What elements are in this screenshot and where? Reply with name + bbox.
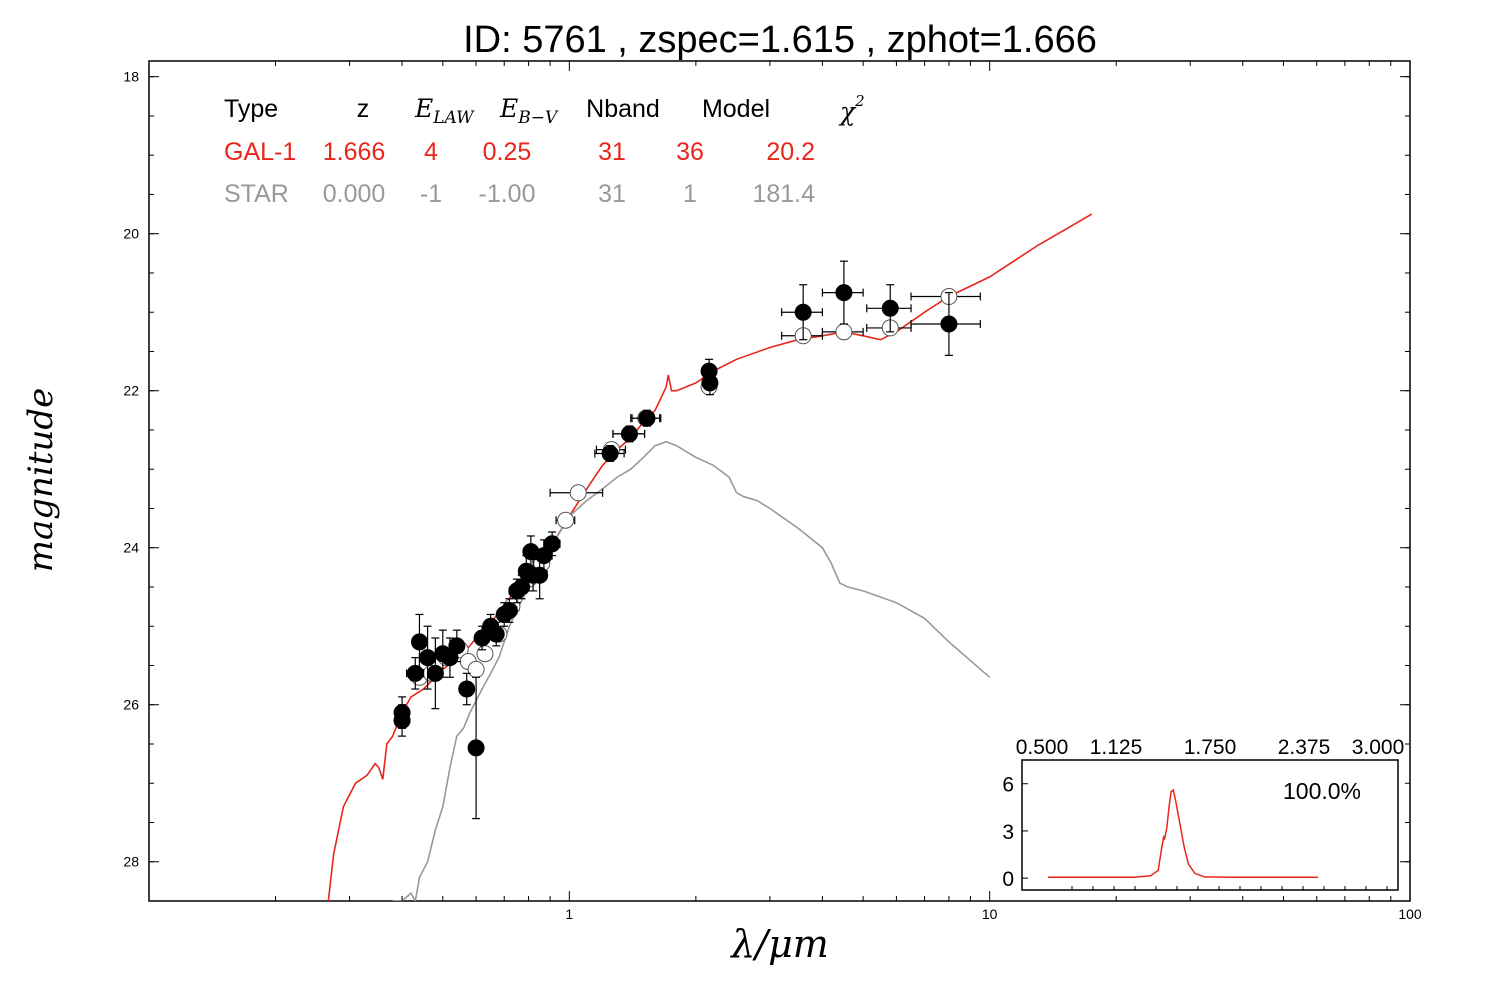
elaw-sub: LAW xyxy=(432,108,475,128)
observed-point xyxy=(835,284,853,302)
model-point xyxy=(476,645,494,663)
inset-axis-ticks: 0.500 1.125 1.750 2.375 3.000 0 3 6 xyxy=(1002,736,1404,891)
table-header-nband: Nband xyxy=(586,95,660,123)
observed-point xyxy=(500,602,518,620)
inset-x-tick-label: 2.375 xyxy=(1278,736,1331,759)
main-plot-frame xyxy=(148,60,1411,902)
observed-point xyxy=(701,374,719,392)
y-tick-label: 18 xyxy=(123,69,139,85)
x-tick-label: 10 xyxy=(982,906,998,922)
table-header-z: z xyxy=(357,95,370,123)
table-cell-model: 36 xyxy=(676,138,704,166)
inset-frame xyxy=(1021,759,1399,891)
table-cell-elaw: 4 xyxy=(424,138,438,166)
ebv-sub: B−V xyxy=(517,108,559,128)
x-tick-label: 100 xyxy=(1398,906,1422,922)
table-cell-z: 1.666 xyxy=(323,138,386,166)
fit-summary-table: Type z ELAW EB−V Nband Model χ2 GAL-1 1.6… xyxy=(224,92,865,208)
observed-point xyxy=(426,664,444,682)
table-cell-type: STAR xyxy=(224,180,289,208)
series-line-gal-1 xyxy=(327,213,1093,901)
chi-main: χ xyxy=(838,97,857,126)
chi-sup: 2 xyxy=(854,92,865,110)
y-tick-label: 20 xyxy=(123,226,139,242)
pdz-inset: 0.500 1.125 1.750 2.375 3.000 0 3 6 100.0% xyxy=(1002,736,1404,891)
table-cell-ebv: -1.00 xyxy=(479,180,536,208)
inset-y-tick-label: 0 xyxy=(1002,868,1014,891)
table-header-ebv: EB−V xyxy=(499,94,559,128)
inset-x-tick-label: 1.750 xyxy=(1184,736,1237,759)
inset-x-tick-label: 3.000 xyxy=(1352,736,1405,759)
ebv-main: E xyxy=(499,94,518,123)
inset-x-tick-label: 1.125 xyxy=(1090,736,1143,759)
observed-point xyxy=(393,711,411,729)
y-tick-label: 28 xyxy=(123,854,139,870)
elaw-main: E xyxy=(414,94,433,123)
observed-point xyxy=(794,303,812,321)
model-point xyxy=(569,484,587,502)
observed-point xyxy=(419,649,437,667)
chart-title: ID: 5761 , zspec=1.615 , zphot=1.666 xyxy=(463,19,1097,61)
table-cell-elaw: -1 xyxy=(420,180,442,208)
table-cell-chi2: 181.4 xyxy=(752,180,815,208)
main-plot-area xyxy=(327,213,1093,901)
table-cell-ebv: 0.25 xyxy=(483,138,532,166)
observed-point xyxy=(531,566,549,584)
table-header-type: Type xyxy=(224,95,278,123)
y-axis-label: magnitude xyxy=(21,388,61,573)
table-cell-z: 0.000 xyxy=(323,180,386,208)
table-rows: GAL-1 1.666 4 0.25 31 36 20.2 STAR 0.000 -1 -1.00 3… xyxy=(224,138,815,208)
observed-point xyxy=(487,625,505,643)
model-point xyxy=(467,660,485,678)
table-cell-nband: 31 xyxy=(598,180,626,208)
table-header-chi2: χ2 xyxy=(838,92,865,126)
svg-text:χ2: χ2 xyxy=(838,92,865,126)
inset-y-tick-label: 6 xyxy=(1002,774,1014,797)
inset-plot-area xyxy=(1048,788,1318,879)
observed-point xyxy=(940,315,958,333)
table-cell-model: 1 xyxy=(683,180,697,208)
observed-point xyxy=(620,425,638,443)
y-tick-label: 26 xyxy=(123,697,139,713)
observed-point xyxy=(601,445,619,463)
inset-y-tick-label: 3 xyxy=(1002,821,1014,844)
observed-point xyxy=(467,739,485,757)
observed-point xyxy=(410,633,428,651)
model-point xyxy=(557,511,575,529)
x-tick-label: 1 xyxy=(565,906,573,922)
inset-x-tick-label: 0.500 xyxy=(1016,736,1069,759)
observed-point xyxy=(448,637,466,655)
y-tick-label: 22 xyxy=(123,383,139,399)
pdz-line xyxy=(1048,788,1318,879)
table-cell-chi2: 20.2 xyxy=(766,138,815,166)
observed-point xyxy=(406,664,424,682)
observed-point xyxy=(638,409,656,427)
observed-point xyxy=(458,680,476,698)
svg-text:ELAW: ELAW xyxy=(414,94,475,128)
table-header-elaw: ELAW xyxy=(414,94,475,128)
x-axis-label: λ/μm xyxy=(729,922,829,966)
series-line-star xyxy=(392,440,991,901)
inset-annotation: 100.0% xyxy=(1283,778,1361,804)
table-header-model: Model xyxy=(702,95,770,123)
observed-point xyxy=(881,299,899,317)
svg-text:EB−V: EB−V xyxy=(499,94,559,128)
model-point xyxy=(835,323,853,341)
table-cell-type: GAL-1 xyxy=(224,138,296,166)
observed-point xyxy=(543,535,561,553)
y-tick-label: 24 xyxy=(123,540,139,556)
table-cell-nband: 31 xyxy=(598,138,626,166)
